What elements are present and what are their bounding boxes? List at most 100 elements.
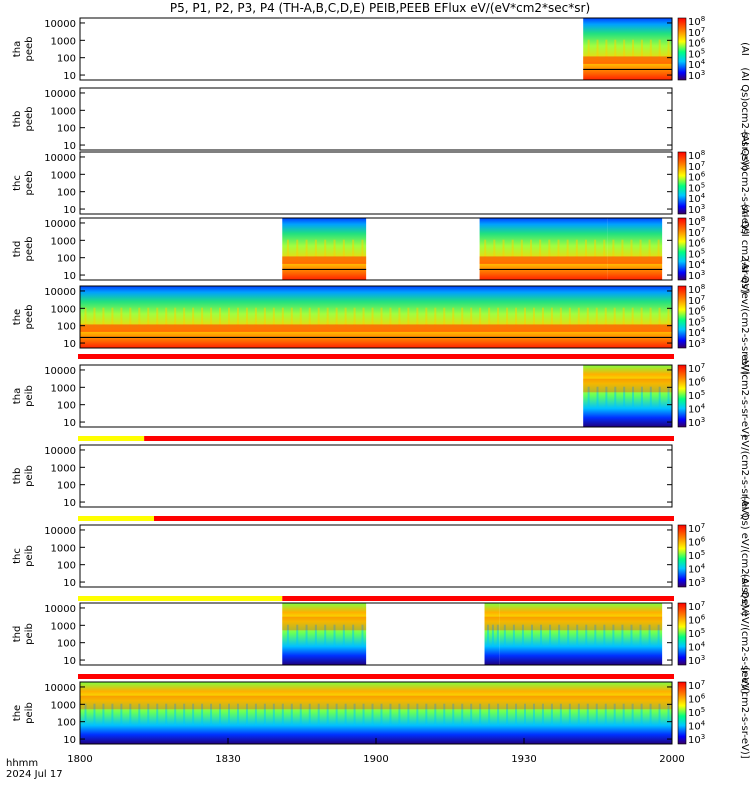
spectrum-streak	[639, 239, 642, 262]
spectrum-streak	[497, 307, 500, 330]
spectrum-streak	[434, 307, 437, 330]
spectrum-streak	[632, 39, 635, 62]
spectrum-streak	[496, 624, 499, 647]
spectrum-streak	[506, 307, 509, 330]
spectrum-streak	[502, 239, 505, 262]
x-tick-label: 1800	[67, 754, 92, 765]
y-tick-label: 10	[63, 498, 76, 509]
spectrum-streak	[603, 624, 606, 647]
spectrum-streak	[192, 307, 195, 330]
panel-product-label: peib	[24, 545, 35, 567]
spectrum-streak	[245, 307, 248, 330]
spectrum-streak	[236, 307, 239, 330]
panel-probe-label: thb	[12, 468, 23, 485]
panel-product-label: peib	[24, 702, 35, 724]
spectrum-streak	[461, 307, 464, 330]
spectrum-streak	[567, 624, 570, 647]
y-tick-label: 1000	[51, 170, 76, 181]
spectrum-streak	[594, 239, 597, 262]
spectrum-streak	[361, 239, 364, 262]
spectrum-streak	[568, 703, 571, 726]
spectrum-streak	[550, 307, 553, 330]
spectrum-block	[479, 218, 608, 280]
spectrum-streak	[111, 307, 114, 330]
spectrum-streak	[631, 703, 634, 726]
spectrum-streak	[138, 307, 141, 330]
spectrum-streak	[434, 703, 437, 726]
spectrum-streak	[614, 386, 617, 409]
spectrum-streak	[361, 624, 364, 647]
spectrum-streak	[506, 703, 509, 726]
spectrum-streak	[566, 239, 569, 262]
spectrum-streak	[559, 307, 562, 330]
spectrum-streak	[317, 307, 320, 330]
spectrum-streak	[596, 386, 599, 409]
x-tick-label: 1900	[363, 754, 388, 765]
spectrum-streak	[407, 307, 410, 330]
spectrum-streak	[558, 624, 561, 647]
spectrum-block	[80, 286, 672, 348]
spectrum-streak	[640, 386, 643, 409]
spectrum-streak	[210, 307, 213, 330]
spectrum-streak	[389, 307, 392, 330]
spectrum-streak	[640, 39, 643, 62]
intense-band	[583, 378, 672, 393]
spectrum-streak	[577, 703, 580, 726]
spectrum-streak	[344, 703, 347, 726]
spectrum-streak	[658, 386, 661, 409]
spectrum-streak	[631, 307, 634, 330]
spectrum-streak	[111, 703, 114, 726]
panel-probe-label: thc	[12, 548, 23, 564]
spectrum-streak	[84, 307, 87, 330]
status-bar-segment	[154, 516, 674, 521]
spectrum-streak	[488, 307, 491, 330]
spectrum-streak	[93, 307, 96, 330]
panel-product-label: peeb	[24, 171, 35, 196]
spectrum-streak	[296, 624, 299, 647]
spectrum-streak	[559, 703, 562, 726]
spectrum-streak	[613, 703, 616, 726]
spectrum-streak	[605, 39, 608, 62]
x-tick-label: 1930	[511, 754, 536, 765]
spectrum-streak	[120, 703, 123, 726]
spectrum-streak	[371, 307, 374, 330]
spectrum-streak	[539, 239, 542, 262]
spectrum-streak	[335, 703, 338, 726]
colorbar-tick-label: 104	[688, 563, 706, 576]
y-tick-label: 1000	[51, 700, 76, 711]
colorbar	[677, 285, 687, 349]
spectrum-streak	[649, 39, 652, 62]
spectrum-streak	[84, 703, 87, 726]
y-tick-label: 1000	[51, 543, 76, 554]
date-label: 2024 Jul 17	[6, 769, 63, 780]
colorbar-tick-label: 106	[688, 614, 706, 627]
spectrum-streak	[524, 307, 526, 330]
spectrum-streak	[541, 307, 544, 330]
spectrum-streak	[156, 703, 159, 726]
spectrum-streak	[254, 307, 257, 330]
y-tick-label: 100	[57, 188, 76, 199]
spectrum-streak	[575, 239, 578, 262]
spectrum-streak	[326, 703, 329, 726]
spectrum-streak	[380, 307, 383, 330]
spectrum-streak	[549, 624, 552, 647]
panel-product-label: peeb	[24, 107, 35, 132]
spectrum-streak	[286, 624, 289, 647]
colorbar-tick-label: 107	[688, 362, 705, 375]
spectrum-streak	[201, 307, 204, 330]
spectrum-streak	[228, 703, 230, 726]
colorbar-tick-label: 103	[688, 733, 705, 746]
spectrum-streak	[183, 307, 186, 330]
colorbar-label: [eV/(cm2-s-sr-eV)]	[739, 667, 750, 758]
intense-band	[583, 56, 672, 64]
spectrum-streak	[380, 703, 383, 726]
colorbar-label: (AI Qs)ev/(cm2-s-sr-eV)	[739, 259, 750, 376]
spectrum-streak	[586, 307, 589, 330]
spectrum-streak	[515, 307, 518, 330]
panel-thb-peeb: 10 100 1000 10000 thb peeb (AI Qs)ocm2-s-sr-eV…	[12, 67, 750, 170]
panel-probe-label: thd	[12, 241, 23, 258]
spectrum-streak	[335, 307, 338, 330]
y-tick-label: 10000	[44, 89, 76, 100]
